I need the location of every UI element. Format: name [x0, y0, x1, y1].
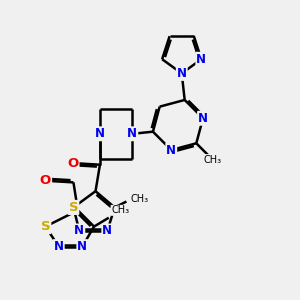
Text: N: N [177, 67, 187, 80]
Text: N: N [198, 112, 208, 125]
Text: N: N [77, 240, 87, 253]
Text: N: N [95, 127, 105, 140]
Text: CH₃: CH₃ [203, 154, 222, 164]
Text: N: N [54, 240, 64, 253]
Text: O: O [67, 157, 79, 170]
Text: N: N [127, 127, 137, 140]
Text: N: N [102, 224, 112, 238]
Text: O: O [40, 174, 51, 188]
Text: S: S [41, 220, 50, 233]
Text: CH₃: CH₃ [131, 194, 149, 204]
Text: N: N [166, 143, 176, 157]
Text: S: S [69, 201, 78, 214]
Text: CH₃: CH₃ [111, 206, 129, 215]
Text: N: N [74, 224, 84, 238]
Text: N: N [196, 53, 206, 66]
